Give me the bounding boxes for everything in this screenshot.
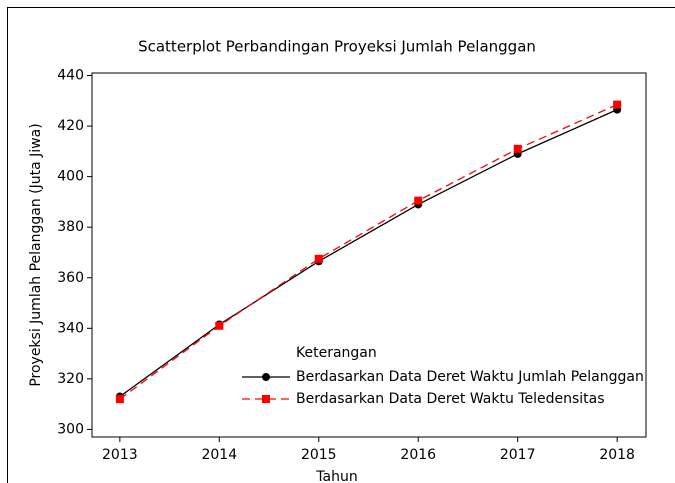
y-tick-label: 400 (57, 169, 84, 185)
marker (613, 100, 622, 109)
frame (7, 7, 675, 483)
x-tick-label: 2018 (599, 447, 635, 463)
legend-title: Keterangan (296, 345, 377, 361)
series-line (119, 109, 618, 398)
series-line (119, 104, 618, 400)
marker (414, 196, 423, 205)
marker (115, 395, 124, 404)
x-tick-label: 2015 (301, 447, 337, 463)
marker (215, 321, 224, 330)
plot-area (91, 72, 647, 438)
x-tick-label: 2014 (201, 447, 237, 463)
x-tick-label: 2017 (500, 447, 536, 463)
marker (314, 254, 323, 263)
y-tick-label: 360 (57, 270, 84, 286)
x-tick-label: 2016 (400, 447, 436, 463)
legend-marker (262, 373, 270, 381)
y-tick-label: 340 (57, 320, 84, 336)
y-tick-label: 320 (57, 371, 84, 387)
chart-title: Scatterplot Perbandingan Proyeksi Jumlah… (138, 38, 536, 56)
x-tick-label: 2013 (102, 447, 138, 463)
y-axis-label: Proyeksi Jumlah Pelanggan (Juta Jiwa) (28, 123, 44, 386)
marker (513, 144, 522, 153)
y-tick-label: 420 (57, 118, 84, 134)
legend-marker (262, 395, 270, 403)
y-tick-label: 440 (57, 68, 84, 84)
legend-label: Berdasarkan Data Deret Waktu Teledensita… (296, 391, 605, 407)
legend-label: Berdasarkan Data Deret Waktu Jumlah Pela… (296, 369, 644, 385)
y-tick-label: 300 (57, 421, 84, 437)
y-tick-label: 380 (57, 219, 84, 235)
x-axis-label: Tahun (315, 469, 357, 483)
